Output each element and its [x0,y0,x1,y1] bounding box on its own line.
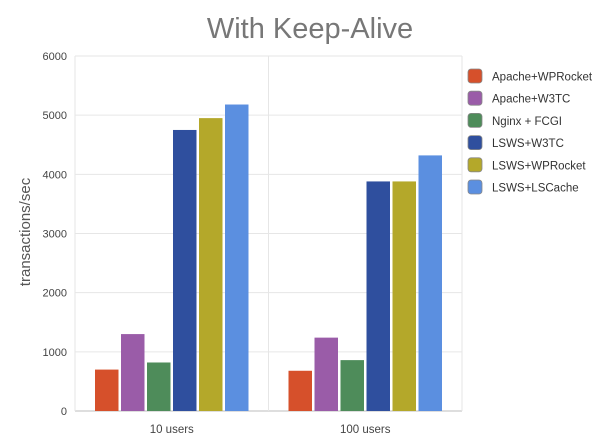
bar [288,370,312,411]
bar [392,181,416,411]
y-tick-label: 1000 [43,347,67,359]
legend-label: LSWS+LSCache [492,183,579,195]
y-axis-title: transactions/sec [17,177,34,286]
legend-label: LSWS+W3TC [492,138,564,150]
legend-label: Nginx + FCGI [492,116,562,128]
y-tick-label: 5000 [43,110,67,122]
axes: 0 1000 2000 3000 4000 5000 6000 10 users 100 use… [43,51,391,436]
y-tick-label: 6000 [43,51,67,63]
y-tick-label: 4000 [43,169,67,181]
legend: Apache+WPRocket Apache+W3TC Nginx + FCGI LS… [467,68,593,195]
bar [95,369,119,411]
bar [147,362,171,411]
legend-label: Apache+W3TC [492,94,570,106]
bar [199,118,223,411]
legend-swatch [467,68,483,84]
bar [121,334,145,411]
bars [95,104,442,412]
x-tick-label: 100 users [340,424,391,436]
legend-swatch [467,113,483,128]
legend-swatch [467,157,483,173]
y-tick-label: 0 [61,406,67,418]
bar [418,155,442,411]
legend-label: Apache+WPRocket [492,72,593,84]
bar [340,360,364,411]
legend-swatch [467,179,483,195]
y-tick-label: 2000 [43,288,67,300]
legend-swatch [467,135,483,151]
legend-swatch [467,90,483,106]
bar [314,337,338,411]
legend-label: LSWS+WPRocket [492,160,586,172]
bar [366,181,390,411]
x-tick-label: 10 users [150,424,194,436]
bar [225,104,249,412]
bar [173,129,197,412]
y-tick-label: 3000 [43,229,67,241]
chart-title: With Keep-Alive [207,13,413,45]
